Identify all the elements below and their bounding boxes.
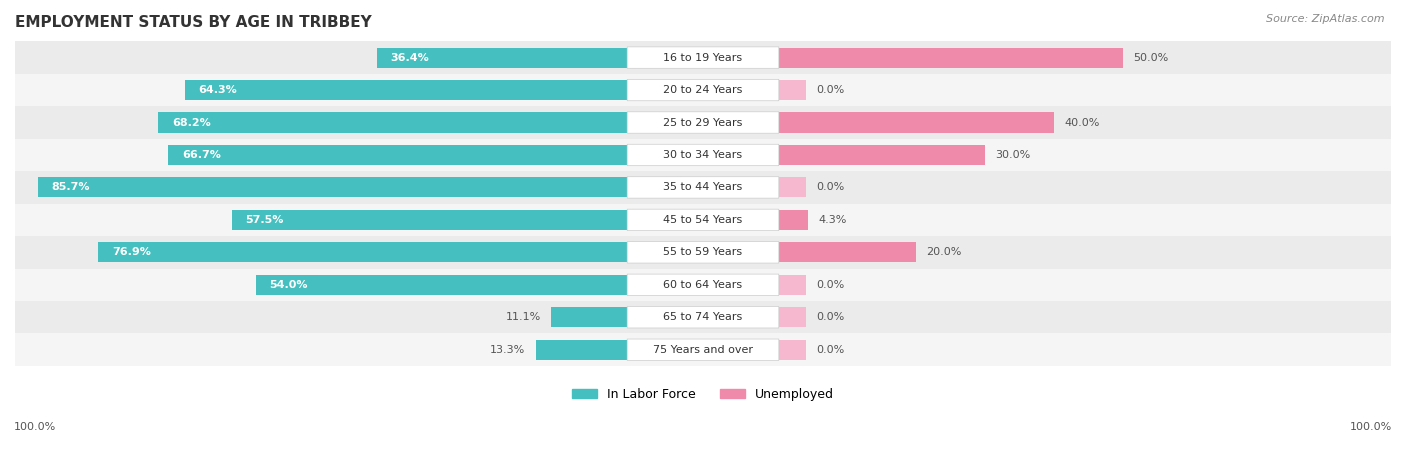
- Text: 68.2%: 68.2%: [172, 117, 211, 127]
- Text: 30.0%: 30.0%: [995, 150, 1031, 160]
- Text: 0.0%: 0.0%: [817, 280, 845, 290]
- Text: 45 to 54 Years: 45 to 54 Years: [664, 215, 742, 225]
- Bar: [15, 333, 1391, 366]
- Bar: [38, 177, 627, 198]
- Text: 13.3%: 13.3%: [491, 345, 526, 355]
- Bar: [551, 307, 627, 327]
- Bar: [186, 80, 627, 100]
- Text: 0.0%: 0.0%: [817, 345, 845, 355]
- Bar: [15, 171, 1391, 204]
- Bar: [169, 145, 627, 165]
- Bar: [779, 145, 986, 165]
- Bar: [377, 48, 627, 68]
- Text: 75 Years and over: 75 Years and over: [652, 345, 754, 355]
- Text: 100.0%: 100.0%: [1350, 422, 1392, 432]
- FancyBboxPatch shape: [627, 112, 779, 133]
- Text: 30 to 34 Years: 30 to 34 Years: [664, 150, 742, 160]
- Text: 54.0%: 54.0%: [270, 280, 308, 290]
- Text: 85.7%: 85.7%: [52, 182, 90, 193]
- FancyBboxPatch shape: [627, 209, 779, 230]
- Text: 0.0%: 0.0%: [817, 182, 845, 193]
- Text: 64.3%: 64.3%: [198, 85, 238, 95]
- Bar: [779, 48, 1122, 68]
- Text: EMPLOYMENT STATUS BY AGE IN TRIBBEY: EMPLOYMENT STATUS BY AGE IN TRIBBEY: [15, 15, 371, 30]
- Bar: [15, 74, 1391, 106]
- Text: 20 to 24 Years: 20 to 24 Years: [664, 85, 742, 95]
- FancyBboxPatch shape: [627, 339, 779, 360]
- Text: 55 to 59 Years: 55 to 59 Years: [664, 248, 742, 257]
- Text: 36.4%: 36.4%: [391, 53, 429, 63]
- Text: 35 to 44 Years: 35 to 44 Years: [664, 182, 742, 193]
- Bar: [536, 340, 627, 360]
- Text: 4.3%: 4.3%: [818, 215, 846, 225]
- Text: 65 to 74 Years: 65 to 74 Years: [664, 312, 742, 322]
- Bar: [256, 275, 627, 295]
- Bar: [15, 139, 1391, 171]
- Bar: [15, 301, 1391, 333]
- FancyBboxPatch shape: [627, 144, 779, 166]
- Bar: [15, 41, 1391, 74]
- Bar: [98, 242, 627, 262]
- Text: 16 to 19 Years: 16 to 19 Years: [664, 53, 742, 63]
- Bar: [779, 340, 806, 360]
- FancyBboxPatch shape: [627, 177, 779, 198]
- Bar: [779, 177, 806, 198]
- FancyBboxPatch shape: [627, 306, 779, 328]
- FancyBboxPatch shape: [627, 47, 779, 68]
- Bar: [232, 210, 627, 230]
- Legend: In Labor Force, Unemployed: In Labor Force, Unemployed: [567, 383, 839, 406]
- Text: 0.0%: 0.0%: [817, 85, 845, 95]
- Text: 60 to 64 Years: 60 to 64 Years: [664, 280, 742, 290]
- Text: 40.0%: 40.0%: [1064, 117, 1099, 127]
- Text: 50.0%: 50.0%: [1133, 53, 1168, 63]
- Bar: [15, 236, 1391, 269]
- Bar: [779, 210, 808, 230]
- Text: 0.0%: 0.0%: [817, 312, 845, 322]
- Bar: [779, 80, 806, 100]
- Text: 20.0%: 20.0%: [927, 248, 962, 257]
- FancyBboxPatch shape: [627, 274, 779, 296]
- Bar: [779, 242, 917, 262]
- Bar: [779, 112, 1054, 133]
- Text: 11.1%: 11.1%: [505, 312, 541, 322]
- Bar: [15, 204, 1391, 236]
- Text: 57.5%: 57.5%: [246, 215, 284, 225]
- FancyBboxPatch shape: [627, 79, 779, 101]
- Text: Source: ZipAtlas.com: Source: ZipAtlas.com: [1267, 14, 1385, 23]
- Text: 25 to 29 Years: 25 to 29 Years: [664, 117, 742, 127]
- Text: 76.9%: 76.9%: [112, 248, 150, 257]
- FancyBboxPatch shape: [627, 242, 779, 263]
- Bar: [157, 112, 627, 133]
- Bar: [779, 275, 806, 295]
- Bar: [15, 269, 1391, 301]
- Text: 100.0%: 100.0%: [14, 422, 56, 432]
- Bar: [779, 307, 806, 327]
- Bar: [15, 106, 1391, 139]
- Text: 66.7%: 66.7%: [183, 150, 221, 160]
